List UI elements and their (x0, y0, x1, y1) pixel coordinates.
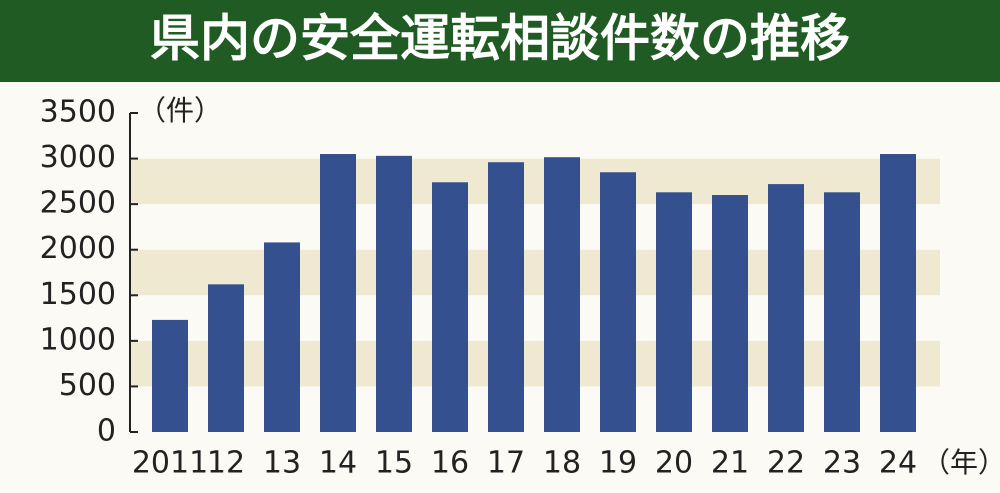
bands (130, 113, 940, 432)
x-tick-label: 19 (599, 446, 637, 481)
grid-band (130, 386, 940, 432)
bar (712, 195, 748, 432)
bar (264, 242, 300, 432)
y-tick-label: 2000 (40, 231, 116, 266)
bar (376, 155, 412, 432)
x-tick-label: 16 (431, 446, 469, 481)
x-tick-label: 2011 (132, 446, 208, 481)
y-tick-label: 2500 (40, 186, 116, 221)
y-tick-label: 1500 (40, 277, 116, 312)
grid-band (130, 295, 940, 341)
title-banner (0, 0, 1000, 82)
y-unit: （件） (138, 94, 222, 127)
x-tick-label: 13 (263, 446, 301, 481)
bar (544, 157, 580, 432)
bar (880, 154, 916, 432)
x-tick-label: 17 (487, 446, 525, 481)
x-unit: （年） (922, 446, 1000, 479)
grid-band (130, 340, 940, 387)
grid-band (130, 204, 940, 250)
y-tick-label: 1000 (40, 322, 116, 357)
chart-title: 県内の安全運転相談件数の推移 (150, 10, 850, 68)
x-tick-label: 20 (655, 446, 693, 481)
x-tick-label: 24 (879, 446, 917, 481)
x-tick-label: 18 (543, 446, 581, 481)
bar (152, 319, 188, 432)
grid-band (130, 158, 940, 205)
bar (600, 172, 636, 432)
y-tick-label: 0 (97, 414, 116, 449)
grid-band (130, 249, 940, 296)
bar (432, 182, 468, 432)
bar (320, 154, 356, 432)
x-tick-label: 22 (767, 446, 805, 481)
bar (208, 284, 244, 432)
grid-band (130, 113, 940, 159)
y-tick-label: 500 (59, 368, 116, 403)
x-tick-label: 23 (823, 446, 861, 481)
x-tick-label: 14 (319, 446, 357, 481)
x-tick-label: 21 (711, 446, 749, 481)
bar (488, 162, 524, 432)
x-tick-label: 12 (207, 446, 245, 481)
bar (824, 192, 860, 432)
x-tick-label: 15 (375, 446, 413, 481)
bar (768, 184, 804, 432)
y-tick-label: 3500 (40, 95, 116, 130)
bar (656, 192, 692, 432)
y-tick-label: 3000 (40, 140, 116, 175)
